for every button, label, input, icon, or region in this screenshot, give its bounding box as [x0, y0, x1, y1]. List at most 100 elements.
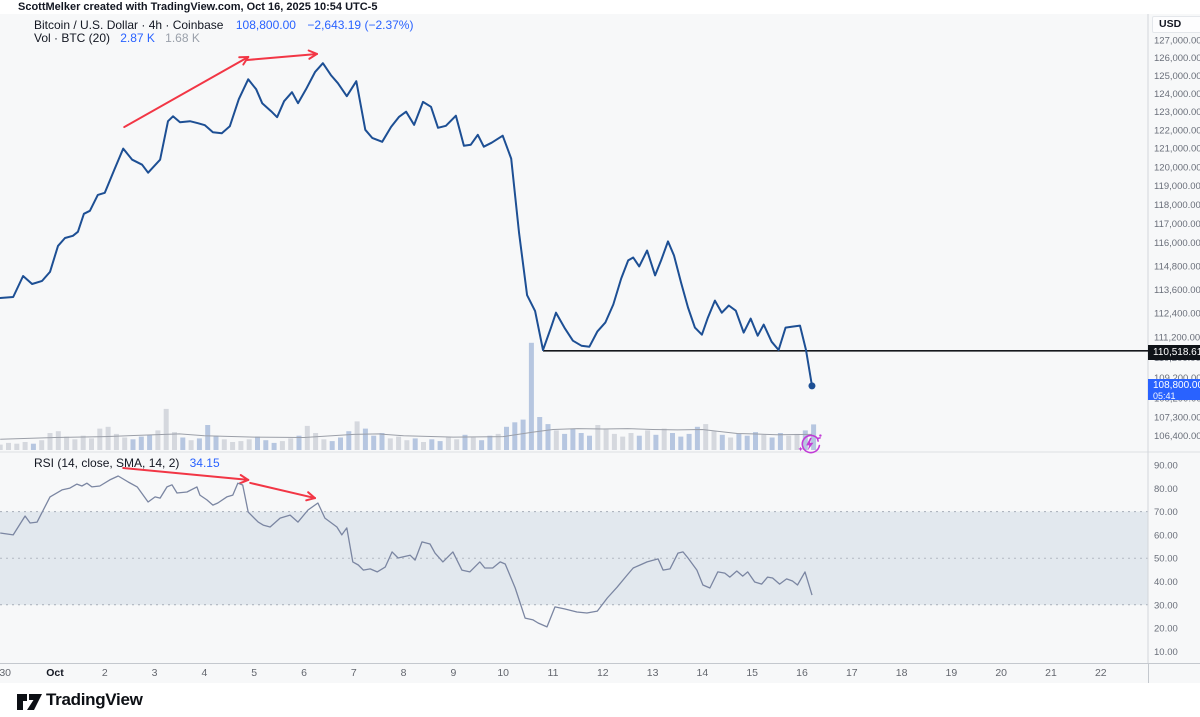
- volume-bar: [313, 433, 319, 450]
- price-axis-tick: 122,000.00: [1154, 125, 1200, 136]
- volume-bar: [570, 428, 576, 450]
- price-axis-tick: 118,000.00: [1154, 200, 1200, 211]
- time-axis-label-12: 12: [596, 667, 609, 679]
- time-axis-label-8: 8: [400, 667, 407, 679]
- attribution-text: ScottMelker created with TradingView.com…: [18, 1, 378, 13]
- time-axis-label-3: 3: [151, 667, 158, 679]
- last-price-dot: [808, 382, 816, 390]
- volume-bar: [321, 439, 327, 450]
- price-divergence-arrow-2: [246, 49, 318, 61]
- volume-bar: [0, 444, 3, 450]
- price-axis-tick: 127,000.00: [1154, 36, 1200, 47]
- time-axis-label-10: 10: [497, 667, 510, 679]
- volume-bar: [512, 422, 518, 450]
- volume-bar: [678, 436, 684, 450]
- volume-bar: [304, 425, 310, 450]
- volume-bar: [172, 432, 177, 450]
- volume-bar: [196, 438, 202, 450]
- volume-bar: [479, 440, 485, 450]
- volume-bar: [603, 429, 609, 450]
- volume-bar: [761, 434, 767, 450]
- volume-bar: [288, 438, 294, 450]
- currency-label[interactable]: USD: [1152, 16, 1200, 33]
- price-axis-tick: 109,200.00: [1154, 373, 1200, 384]
- volume-bar: [97, 428, 103, 450]
- price-axis-tick: 113,600.00: [1154, 285, 1200, 296]
- time-axis[interactable]: 30 Oct 2 3 4 5 6 7 8 9 10 11 12 13 14 15 16 17 18 19 20 21 22: [0, 663, 1200, 684]
- bar-countdown: 05:41: [1153, 391, 1176, 402]
- volume-bar: [545, 424, 551, 450]
- rsi-axis-tick: 30.00: [1154, 600, 1178, 611]
- time-axis-label-19: 19: [945, 667, 958, 679]
- volume-bar: [578, 433, 584, 450]
- time-axis-label-oct: Oct: [46, 667, 64, 679]
- volume-bar: [661, 428, 667, 450]
- rsi-divergence-arrow-2: [249, 481, 316, 502]
- volume-ma-line: [0, 428, 813, 440]
- time-axis-label-30: 30: [0, 667, 12, 679]
- volume-bar: [263, 440, 269, 450]
- time-axis-label-2: 2: [101, 667, 108, 679]
- volume-bar: [180, 437, 186, 450]
- price-axis-tick: 120,000.00: [1154, 162, 1200, 173]
- rsi-axis-tick: 20.00: [1154, 624, 1178, 635]
- time-axis-label-21: 21: [1045, 667, 1057, 679]
- time-axis-label-15: 15: [746, 667, 759, 679]
- volume-bar: [296, 435, 302, 450]
- rsi-line: [0, 475, 813, 628]
- rsi-axis-tick: 60.00: [1154, 530, 1178, 541]
- rsi-axis-tick: 40.00: [1154, 577, 1178, 588]
- volume-bar: [47, 433, 53, 450]
- price-axis-tick: 117,000.00: [1154, 219, 1200, 230]
- time-axis-label-6: 6: [301, 667, 307, 679]
- volume-bar: [279, 441, 285, 450]
- tradingview-wordmark[interactable]: TradingView: [46, 690, 143, 709]
- time-axis-label-17: 17: [845, 667, 858, 679]
- price-axis-tick: 111,200.00: [1154, 333, 1200, 344]
- price-axis-tick: 114,800.00: [1154, 261, 1200, 272]
- price-axis-tick: 107,300.00: [1154, 412, 1200, 423]
- volume-bar: [113, 433, 119, 450]
- time-axis-label-5: 5: [251, 667, 258, 679]
- volume-bar: [238, 441, 244, 450]
- time-axis-label-9: 9: [450, 667, 457, 679]
- price-axis-tick: 125,000.00: [1154, 71, 1200, 82]
- chart-canvas[interactable]: 127,000.00 126,000.00 125,000.00 124,000.00…: [0, 14, 1200, 663]
- volume-bar: [421, 442, 426, 450]
- rsi-axis-tick: 80.00: [1154, 484, 1178, 495]
- volume-bar: [769, 437, 775, 450]
- volume-bar: [703, 424, 709, 450]
- volume-bar: [105, 426, 111, 450]
- volume-bar: [753, 432, 758, 450]
- price-line: [0, 62, 813, 387]
- time-axis-label-22: 22: [1094, 667, 1107, 679]
- volume-bar: [379, 433, 385, 450]
- time-axis-label-13: 13: [646, 667, 659, 679]
- volume-bar: [30, 443, 36, 450]
- volume-bar: [537, 417, 543, 450]
- volume-bar: [122, 437, 128, 450]
- volume-bar: [694, 426, 700, 450]
- price-axis-tick: 116,000.00: [1154, 238, 1200, 249]
- volume-bar: [670, 433, 675, 450]
- rsi-axis-tick: 70.00: [1154, 507, 1178, 518]
- volume-bar: [462, 434, 468, 450]
- time-axis-label-7: 7: [350, 667, 357, 679]
- tradingview-logo-icon[interactable]: [16, 691, 43, 713]
- volume-bar: [437, 441, 443, 450]
- volume-bar: [138, 436, 144, 450]
- price-axis-tick: 119,000.00: [1154, 181, 1200, 192]
- time-axis-divider: [1148, 664, 1149, 683]
- volume-bar: [72, 439, 78, 450]
- volume-bar: [147, 434, 153, 450]
- volume-bar: [55, 431, 61, 450]
- hline-price-label: 110,518.61: [1148, 344, 1200, 360]
- volume-bar: [346, 431, 352, 450]
- auto-refresh-bolt-icon[interactable]: [798, 434, 822, 454]
- rsi-axis-tick: 90.00: [1154, 461, 1178, 472]
- price-axis-tick: 121,000.00: [1154, 144, 1200, 155]
- price-axis-tick: 106,400.00: [1154, 431, 1200, 442]
- volume-bar: [777, 433, 783, 450]
- volume-bar: [504, 426, 509, 450]
